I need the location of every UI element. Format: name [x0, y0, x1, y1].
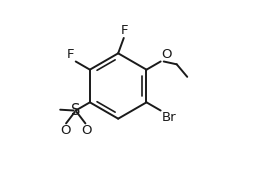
Text: Br: Br: [161, 111, 176, 124]
Text: O: O: [81, 124, 91, 137]
Text: F: F: [121, 24, 128, 37]
Text: O: O: [60, 124, 70, 137]
Text: O: O: [161, 48, 172, 61]
Text: S: S: [71, 103, 80, 118]
Text: F: F: [67, 48, 74, 61]
